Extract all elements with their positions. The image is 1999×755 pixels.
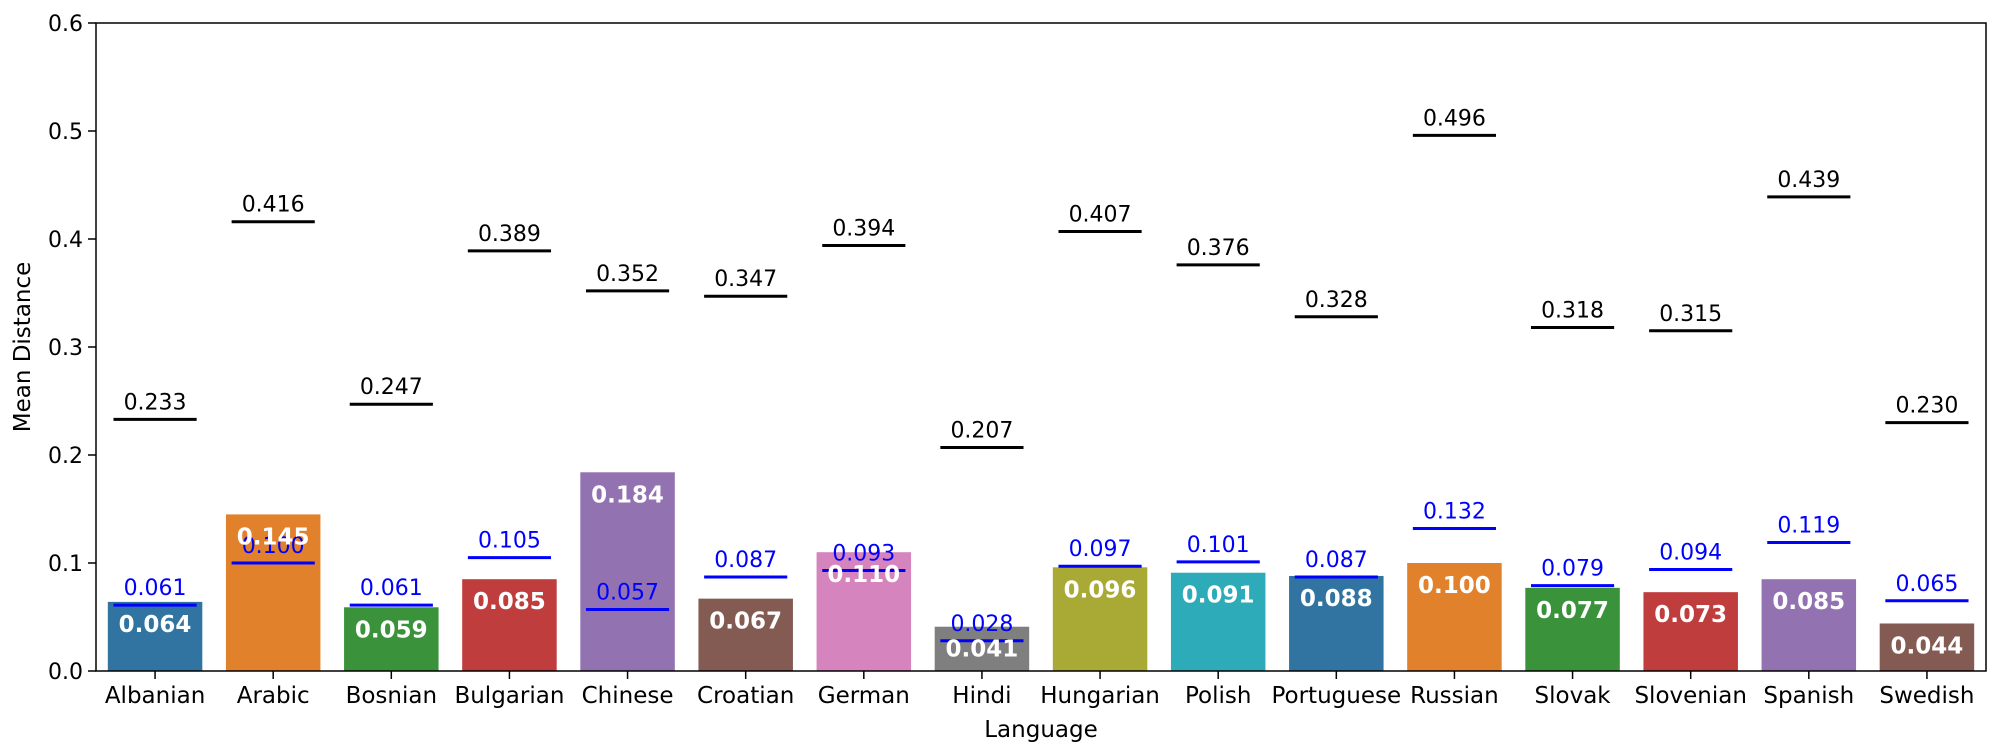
blue-marker-label: 0.087 (1305, 548, 1368, 573)
black-marker-label: 0.416 (242, 193, 305, 218)
blue-marker-label: 0.132 (1423, 499, 1486, 524)
blue-marker-label: 0.079 (1541, 557, 1604, 582)
x-tick-label: German (818, 683, 910, 709)
black-marker-label: 0.407 (1069, 202, 1132, 227)
x-tick-label: Polish (1185, 683, 1251, 709)
black-marker-label: 0.315 (1659, 302, 1722, 327)
bar (107, 601, 203, 671)
x-tick-label: Bulgarian (454, 683, 564, 709)
x-tick-label: Russian (1410, 683, 1499, 709)
x-axis: Albanian Arabic Bosnian Bulgarian Chinese Cro… (105, 671, 1975, 709)
blue-marker-label: 0.097 (1069, 537, 1132, 562)
bar-value-label: 0.110 (827, 562, 900, 588)
black-marker-label: 0.233 (124, 390, 187, 415)
black-marker-label: 0.389 (478, 222, 541, 247)
bar-value-label: 0.041 (946, 637, 1019, 663)
blue-marker-label: 0.065 (1895, 572, 1958, 597)
y-tick-label: 0.5 (48, 120, 83, 145)
bar-value-label: 0.077 (1536, 598, 1609, 624)
y-tick-label: 0.2 (48, 444, 83, 469)
blue-marker-label: 0.028 (950, 612, 1013, 637)
bar (1289, 575, 1384, 671)
bar-value-label: 0.091 (1182, 583, 1255, 609)
bar (462, 579, 557, 671)
x-tick-label: Spanish (1763, 683, 1854, 709)
bar (1643, 592, 1738, 671)
bar-value-label: 0.085 (473, 589, 546, 615)
black-marker-label: 0.347 (714, 267, 777, 292)
blue-marker-label: 0.100 (242, 534, 305, 559)
bar-value-label: 0.096 (1064, 577, 1137, 603)
x-tick-label: Chinese (582, 683, 674, 709)
x-tick-label: Arabic (237, 683, 310, 709)
bar (934, 626, 1030, 671)
bar (1525, 587, 1620, 671)
black-marker-label: 0.207 (950, 418, 1013, 443)
bar-value-label: 0.100 (1418, 573, 1491, 599)
bar (344, 607, 439, 671)
y-tick-label: 0.0 (48, 660, 83, 685)
bar (1407, 563, 1502, 671)
x-axis-label: Language (984, 717, 1098, 743)
x-tick-label: Croatian (697, 683, 794, 709)
black-marker-label: 0.394 (832, 216, 895, 241)
x-tick-label: Portuguese (1271, 683, 1401, 709)
blue-marker-label: 0.094 (1659, 540, 1722, 565)
x-tick-label: Albanian (105, 683, 205, 709)
bars-layer (107, 472, 1975, 671)
black-marker-label: 0.376 (1187, 236, 1250, 261)
blue-marker-label: 0.061 (360, 576, 423, 601)
x-tick-label: Hungarian (1040, 683, 1160, 709)
y-axis: 0.0 0.1 0.2 0.3 0.4 0.5 0.6 (48, 12, 96, 685)
bar-value-label: 0.059 (355, 617, 428, 643)
bar-value-label: 0.073 (1654, 602, 1727, 628)
bar (225, 514, 321, 671)
blue-marker-label: 0.061 (124, 576, 187, 601)
black-marker-label: 0.318 (1541, 299, 1604, 324)
bar-value-label: 0.085 (1772, 589, 1845, 615)
x-tick-label: Hindi (952, 683, 1011, 709)
blue-marker-label: 0.105 (478, 529, 541, 554)
black-marker-label: 0.439 (1777, 168, 1840, 193)
x-tick-label: Bosnian (346, 683, 437, 709)
bar (1170, 572, 1266, 671)
blue-marker-label: 0.101 (1187, 533, 1250, 558)
bar (1052, 567, 1148, 671)
plot-frame (95, 22, 1987, 672)
bar (1879, 623, 1975, 671)
markers-layer (113, 133, 1969, 643)
bar (698, 598, 793, 671)
y-tick-label: 0.6 (48, 12, 83, 37)
blue-marker-label: 0.093 (832, 542, 895, 567)
y-tick-label: 0.1 (48, 552, 83, 577)
blue-marker-label: 0.119 (1777, 513, 1840, 538)
black-marker-label: 0.352 (596, 262, 659, 287)
bar-value-label: 0.064 (119, 612, 192, 638)
bar-value-label: 0.044 (1891, 633, 1964, 659)
y-tick-label: 0.4 (48, 228, 83, 253)
black-marker-label: 0.247 (360, 375, 423, 400)
bar (1761, 579, 1857, 671)
bar-value-label: 0.184 (591, 482, 664, 508)
black-marker-label: 0.328 (1305, 288, 1368, 313)
blue-marker-label: 0.087 (714, 548, 777, 573)
blue-marker-label: 0.057 (596, 580, 659, 605)
black-marker-label: 0.230 (1895, 394, 1958, 419)
black-marker-label: 0.496 (1423, 106, 1486, 131)
x-tick-label: Slovenian (1634, 683, 1746, 709)
x-tick-label: Slovak (1535, 683, 1612, 709)
bar-value-label: 0.067 (709, 609, 782, 635)
y-axis-label: Mean Distance (10, 262, 36, 433)
bar-value-label: 0.088 (1300, 586, 1373, 612)
y-tick-label: 0.3 (48, 336, 83, 361)
labels-layer: 0.2330.0610.0640.4160.1000.1450.2470.061… (119, 106, 1964, 662)
x-tick-label: Swedish (1879, 683, 1974, 709)
bar-value-label: 0.145 (237, 524, 310, 550)
bar (580, 472, 675, 671)
